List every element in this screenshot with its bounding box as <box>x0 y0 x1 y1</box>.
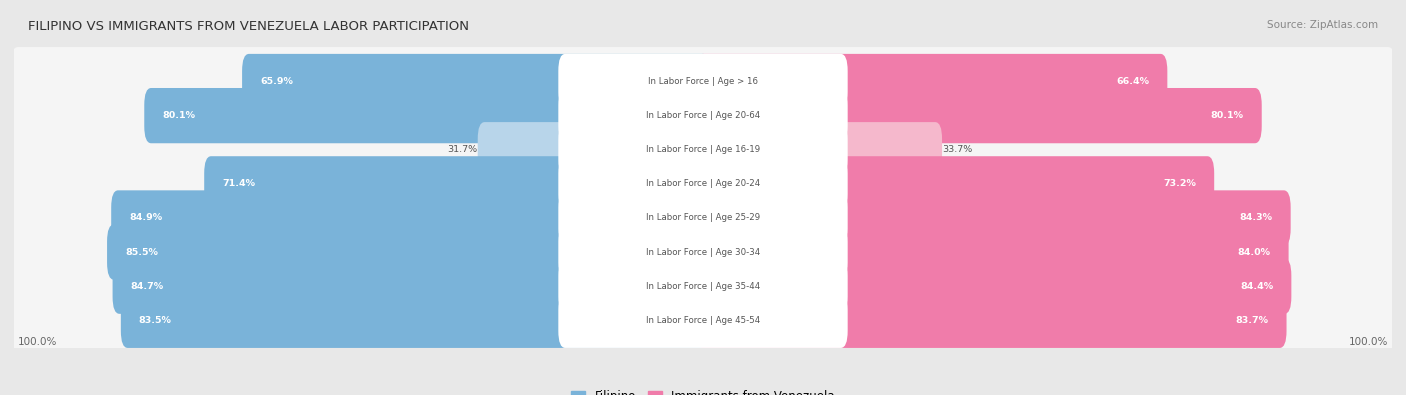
FancyBboxPatch shape <box>10 149 1396 218</box>
FancyBboxPatch shape <box>696 259 1291 314</box>
Text: Source: ZipAtlas.com: Source: ZipAtlas.com <box>1267 20 1378 30</box>
Text: 85.5%: 85.5% <box>125 248 157 257</box>
Text: In Labor Force | Age 35-44: In Labor Force | Age 35-44 <box>645 282 761 291</box>
Text: In Labor Force | Age 30-34: In Labor Force | Age 30-34 <box>645 248 761 257</box>
Text: 84.7%: 84.7% <box>131 282 163 291</box>
FancyBboxPatch shape <box>10 252 1396 321</box>
Text: In Labor Force | Age 16-19: In Labor Force | Age 16-19 <box>645 145 761 154</box>
FancyBboxPatch shape <box>10 81 1396 150</box>
FancyBboxPatch shape <box>10 286 1396 355</box>
FancyBboxPatch shape <box>558 224 848 280</box>
Text: In Labor Force | Age 45-54: In Labor Force | Age 45-54 <box>645 316 761 325</box>
Text: 80.1%: 80.1% <box>1211 111 1244 120</box>
Text: 80.1%: 80.1% <box>162 111 195 120</box>
FancyBboxPatch shape <box>558 293 848 348</box>
FancyBboxPatch shape <box>696 88 1261 143</box>
Text: FILIPINO VS IMMIGRANTS FROM VENEZUELA LABOR PARTICIPATION: FILIPINO VS IMMIGRANTS FROM VENEZUELA LA… <box>28 20 470 33</box>
Text: 100.0%: 100.0% <box>18 337 58 347</box>
Text: 84.0%: 84.0% <box>1237 248 1271 257</box>
FancyBboxPatch shape <box>111 190 710 246</box>
FancyBboxPatch shape <box>696 122 942 177</box>
FancyBboxPatch shape <box>204 156 710 211</box>
Text: 84.4%: 84.4% <box>1240 282 1274 291</box>
Text: 83.7%: 83.7% <box>1236 316 1268 325</box>
Text: In Labor Force | Age 25-29: In Labor Force | Age 25-29 <box>645 213 761 222</box>
FancyBboxPatch shape <box>558 54 848 109</box>
FancyBboxPatch shape <box>558 190 848 246</box>
FancyBboxPatch shape <box>558 156 848 211</box>
FancyBboxPatch shape <box>478 122 710 177</box>
FancyBboxPatch shape <box>558 122 848 177</box>
Text: In Labor Force | Age 20-24: In Labor Force | Age 20-24 <box>645 179 761 188</box>
FancyBboxPatch shape <box>145 88 710 143</box>
FancyBboxPatch shape <box>10 47 1396 116</box>
FancyBboxPatch shape <box>696 293 1286 348</box>
Legend: Filipino, Immigrants from Venezuela: Filipino, Immigrants from Venezuela <box>567 385 839 395</box>
Text: 31.7%: 31.7% <box>447 145 478 154</box>
FancyBboxPatch shape <box>10 218 1396 286</box>
Text: 100.0%: 100.0% <box>1348 337 1388 347</box>
Text: 33.7%: 33.7% <box>942 145 973 154</box>
FancyBboxPatch shape <box>242 54 710 109</box>
FancyBboxPatch shape <box>10 115 1396 184</box>
Text: In Labor Force | Age 20-64: In Labor Force | Age 20-64 <box>645 111 761 120</box>
FancyBboxPatch shape <box>696 224 1289 280</box>
FancyBboxPatch shape <box>558 88 848 143</box>
FancyBboxPatch shape <box>107 224 710 280</box>
Text: 71.4%: 71.4% <box>222 179 254 188</box>
FancyBboxPatch shape <box>696 54 1167 109</box>
FancyBboxPatch shape <box>112 259 710 314</box>
Text: 84.3%: 84.3% <box>1240 213 1272 222</box>
Text: In Labor Force | Age > 16: In Labor Force | Age > 16 <box>648 77 758 86</box>
Text: 65.9%: 65.9% <box>260 77 292 86</box>
Text: 73.2%: 73.2% <box>1163 179 1197 188</box>
Text: 84.9%: 84.9% <box>129 213 162 222</box>
FancyBboxPatch shape <box>121 293 710 348</box>
Text: 83.5%: 83.5% <box>139 316 172 325</box>
FancyBboxPatch shape <box>10 184 1396 252</box>
FancyBboxPatch shape <box>696 156 1215 211</box>
FancyBboxPatch shape <box>696 190 1291 246</box>
FancyBboxPatch shape <box>558 259 848 314</box>
Text: 66.4%: 66.4% <box>1116 77 1150 86</box>
